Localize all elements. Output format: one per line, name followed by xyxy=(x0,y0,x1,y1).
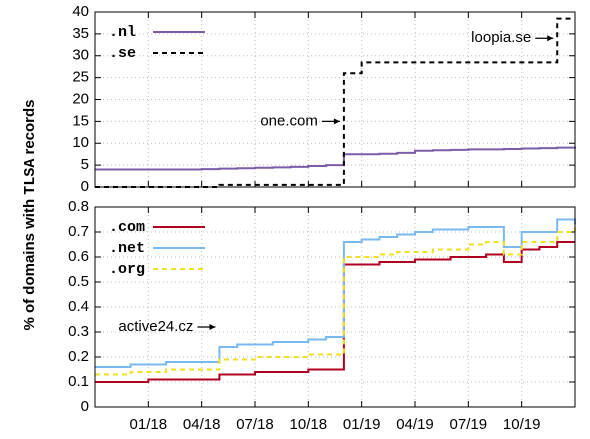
y-tick-label: 5 xyxy=(81,156,89,173)
legend-label: .com xyxy=(109,219,145,236)
y-tick-label: 0.8 xyxy=(68,198,89,215)
legend-label: .nl xyxy=(109,24,136,41)
y-label-part: % of domains with xyxy=(21,195,38,331)
y-tick-label: 0.3 xyxy=(68,323,89,340)
y-tick-label: 0.4 xyxy=(68,298,89,315)
y-tick-label: 0.5 xyxy=(68,273,89,290)
y-tick-label: 10 xyxy=(72,134,89,151)
y-tick-label: 30 xyxy=(72,47,89,64)
y-label-part: TLSA xyxy=(22,159,39,195)
y-tick-label: 0.7 xyxy=(68,223,89,240)
series-line xyxy=(95,146,576,171)
legend-label: .net xyxy=(109,240,145,257)
annotation: one.com xyxy=(260,112,318,129)
x-tick-label: 07/18 xyxy=(236,416,274,433)
annotation-arrowhead xyxy=(547,35,554,42)
x-tick-label: 01/18 xyxy=(130,416,168,433)
series-line xyxy=(95,241,575,383)
y-label-part: records xyxy=(21,99,38,158)
y-axis-label: % of domains with TLSA records xyxy=(21,99,39,330)
x-tick-label: 01/19 xyxy=(343,416,381,433)
annotation-arrowhead xyxy=(209,324,216,330)
series-line xyxy=(95,218,576,368)
x-tick-label: 10/18 xyxy=(290,416,328,433)
annotation: loopia.se xyxy=(471,29,531,46)
x-tick-label: 10/19 xyxy=(503,416,541,433)
y-tick-label: 0 xyxy=(81,178,89,195)
annotation: active24.cz xyxy=(118,318,193,335)
y-tick-label: 0.6 xyxy=(68,248,89,265)
y-tick-label: 0.2 xyxy=(68,348,89,365)
series-line xyxy=(95,227,576,376)
plot-frame xyxy=(94,206,576,408)
x-tick-label: 04/18 xyxy=(183,416,221,433)
annotation-arrowhead xyxy=(333,118,340,125)
x-tick-label: 04/19 xyxy=(396,416,434,433)
legend-label: .org xyxy=(109,261,145,278)
y-tick-label: 35 xyxy=(72,25,89,42)
y-tick-label: 0 xyxy=(81,398,89,415)
plot-frame xyxy=(94,11,576,188)
y-tick-label: 15 xyxy=(72,112,89,129)
y-tick-label: 40 xyxy=(72,3,89,20)
y-tick-label: 25 xyxy=(72,69,89,86)
x-tick-label: 07/19 xyxy=(450,416,488,433)
legend-label: .se xyxy=(109,45,136,62)
y-tick-label: 0.1 xyxy=(68,373,89,390)
y-tick-label: 20 xyxy=(72,90,89,107)
